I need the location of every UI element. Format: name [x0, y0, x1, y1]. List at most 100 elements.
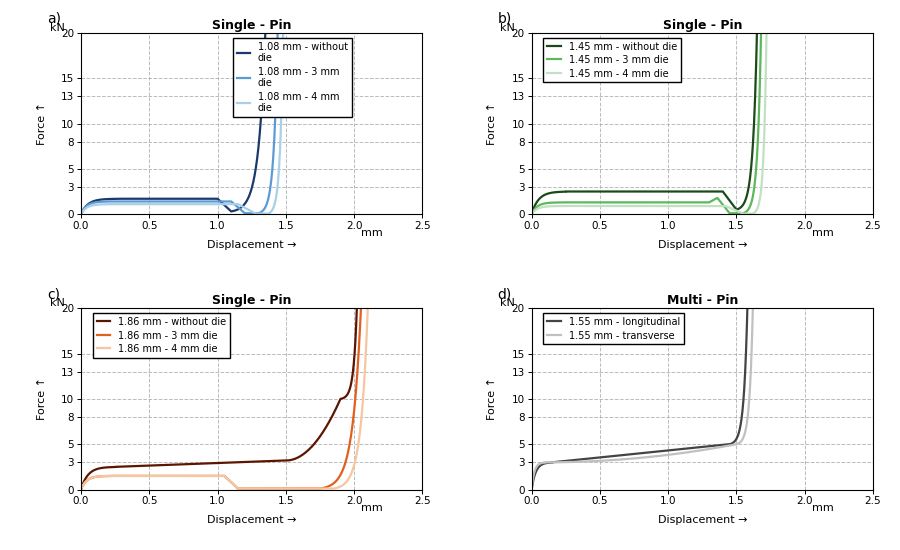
Legend: 1.86 mm - without die, 1.86 mm - 3 mm die, 1.86 mm - 4 mm die: 1.86 mm - without die, 1.86 mm - 3 mm di… — [93, 313, 230, 358]
1.08 mm - 4 mm
die — [231, 201, 242, 207]
Text: b): b) — [498, 12, 512, 26]
1.55 mm - longitudinal — [738, 395, 749, 402]
1.08 mm - 4 mm
die — [252, 211, 263, 217]
Title: Single - Pin: Single - Pin — [212, 19, 292, 32]
1.45 mm - 4 mm die — [543, 203, 553, 210]
1.08 mm - 3 mm
die — [92, 199, 103, 205]
Title: Single - Pin: Single - Pin — [212, 294, 292, 307]
1.45 mm - 4 mm die — [526, 211, 537, 217]
1.86 mm - 4 mm die — [218, 472, 229, 479]
1.08 mm - without
die — [224, 207, 235, 213]
1.08 mm - without
die — [76, 211, 86, 217]
1.08 mm - 4 mm
die — [278, 30, 289, 36]
1.08 mm - 4 mm
die — [92, 201, 103, 208]
Text: Displacement →: Displacement → — [658, 515, 747, 525]
1.08 mm - 3 mm
die — [248, 210, 259, 217]
Line: 1.86 mm - 4 mm die: 1.86 mm - 4 mm die — [81, 309, 368, 490]
1.86 mm - without die — [76, 486, 86, 493]
1.45 mm - 4 mm die — [659, 203, 670, 210]
1.55 mm - transverse — [744, 395, 755, 402]
1.08 mm - 3 mm
die — [181, 198, 192, 205]
Text: mm: mm — [812, 503, 833, 513]
1.86 mm - 3 mm die — [76, 486, 86, 493]
Text: mm: mm — [361, 228, 382, 238]
1.45 mm - without die — [546, 189, 557, 196]
Text: Displacement →: Displacement → — [658, 239, 747, 250]
Title: Single - Pin: Single - Pin — [662, 19, 742, 32]
1.45 mm - without die — [729, 204, 740, 211]
1.45 mm - without die — [752, 30, 762, 36]
1.86 mm - 4 mm die — [76, 486, 86, 493]
1.08 mm - 3 mm
die — [248, 210, 258, 217]
Text: d): d) — [498, 287, 512, 301]
1.08 mm - without
die — [213, 196, 224, 203]
Text: mm: mm — [812, 228, 833, 238]
1.86 mm - 3 mm die — [92, 473, 103, 480]
1.86 mm - 3 mm die — [244, 485, 255, 492]
1.08 mm - without
die — [235, 205, 246, 211]
1.08 mm - without
die — [223, 206, 234, 212]
1.86 mm - 3 mm die — [218, 472, 229, 479]
1.55 mm - transverse — [528, 474, 539, 480]
1.86 mm - without die — [95, 465, 106, 471]
Text: kN: kN — [500, 23, 515, 33]
Text: Force ↑: Force ↑ — [37, 102, 47, 145]
1.55 mm - transverse — [529, 469, 540, 476]
Text: Displacement →: Displacement → — [207, 515, 296, 525]
1.08 mm - 4 mm
die — [258, 211, 269, 217]
Legend: 1.55 mm - longitudinal, 1.55 mm - transverse: 1.55 mm - longitudinal, 1.55 mm - transv… — [544, 313, 684, 344]
Text: mm: mm — [361, 503, 382, 513]
1.08 mm - 4 mm
die — [185, 201, 196, 207]
Line: 1.08 mm - 3 mm
die: 1.08 mm - 3 mm die — [81, 33, 277, 214]
1.86 mm - without die — [351, 305, 362, 312]
1.08 mm - 3 mm
die — [76, 211, 86, 217]
1.55 mm - longitudinal — [526, 486, 537, 493]
Line: 1.45 mm - 3 mm die: 1.45 mm - 3 mm die — [532, 33, 761, 214]
Legend: 1.45 mm - without die, 1.45 mm - 3 mm die, 1.45 mm - 4 mm die: 1.45 mm - without die, 1.45 mm - 3 mm di… — [544, 38, 680, 82]
1.86 mm - 4 mm die — [293, 485, 304, 492]
Text: Force ↑: Force ↑ — [488, 102, 498, 145]
1.08 mm - 3 mm
die — [272, 30, 283, 36]
1.86 mm - 3 mm die — [356, 305, 366, 312]
1.86 mm - 4 mm die — [92, 473, 103, 480]
1.55 mm - longitudinal — [536, 461, 547, 468]
Text: kN: kN — [50, 23, 65, 33]
1.86 mm - 3 mm die — [176, 472, 187, 479]
1.45 mm - without die — [718, 189, 729, 196]
Line: 1.86 mm - 3 mm die: 1.86 mm - 3 mm die — [81, 309, 361, 490]
Line: 1.08 mm - 4 mm
die: 1.08 mm - 4 mm die — [81, 33, 284, 214]
1.55 mm - transverse — [526, 486, 537, 493]
1.45 mm - 3 mm die — [726, 210, 737, 217]
Line: 1.08 mm - without
die: 1.08 mm - without die — [81, 33, 266, 214]
1.08 mm - 3 mm
die — [224, 198, 235, 205]
Text: a): a) — [47, 12, 61, 26]
Text: kN: kN — [500, 298, 515, 309]
1.55 mm - longitudinal — [529, 474, 540, 480]
Title: Multi - Pin: Multi - Pin — [667, 294, 738, 307]
1.45 mm - 3 mm die — [526, 211, 537, 217]
Text: Force ↑: Force ↑ — [488, 377, 498, 420]
1.86 mm - without die — [326, 415, 337, 422]
Text: Force ↑: Force ↑ — [37, 377, 47, 420]
1.45 mm - without die — [526, 211, 537, 217]
1.86 mm - 4 mm die — [176, 472, 187, 479]
1.86 mm - without die — [328, 410, 339, 417]
1.08 mm - without
die — [260, 30, 271, 36]
1.08 mm - 4 mm
die — [258, 211, 269, 217]
1.55 mm - transverse — [543, 459, 553, 466]
1.86 mm - 4 mm die — [246, 485, 256, 492]
1.55 mm - transverse — [533, 461, 544, 468]
1.45 mm - 3 mm die — [733, 210, 743, 217]
1.86 mm - 4 mm die — [363, 305, 374, 312]
1.08 mm - 4 mm
die — [76, 211, 86, 217]
1.45 mm - without die — [742, 192, 752, 199]
1.86 mm - without die — [343, 388, 354, 395]
1.55 mm - longitudinal — [549, 459, 560, 465]
1.45 mm - 3 mm die — [733, 210, 743, 217]
1.45 mm - 4 mm die — [743, 211, 754, 217]
1.45 mm - 3 mm die — [756, 30, 767, 36]
1.55 mm - transverse — [747, 305, 758, 312]
1.45 mm - 4 mm die — [744, 211, 755, 217]
1.45 mm - 4 mm die — [718, 203, 729, 210]
1.45 mm - 3 mm die — [702, 199, 713, 206]
